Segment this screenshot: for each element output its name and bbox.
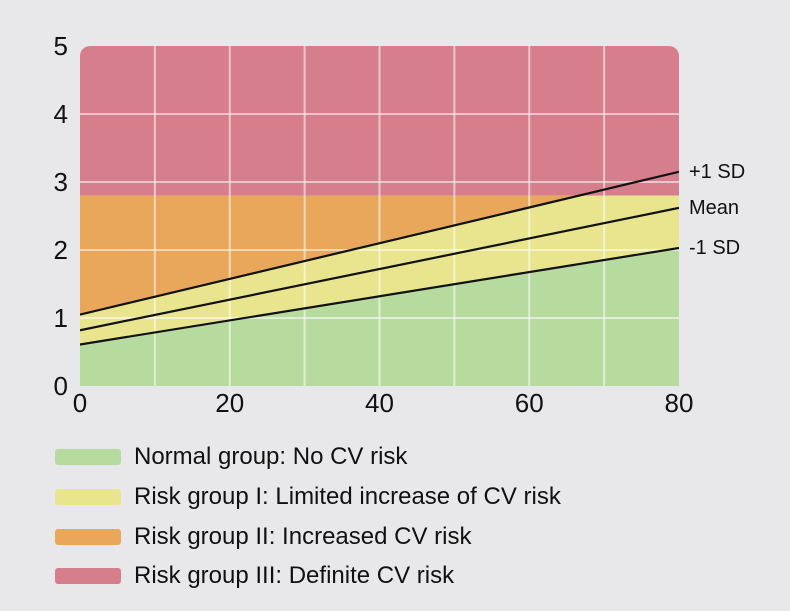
legend-label: Normal group: No CV risk xyxy=(134,443,408,470)
legend-swatch xyxy=(55,488,121,505)
y-tick-label: 4 xyxy=(53,99,68,129)
x-tick-label: 0 xyxy=(72,388,88,418)
legend-label: Risk group III: Definite CV risk xyxy=(134,562,455,590)
x-tick-label: 80 xyxy=(664,388,694,418)
legend-item: Risk group II: Increased CV risk xyxy=(55,517,471,557)
line-mean xyxy=(80,206,679,332)
y-tick-label: 1 xyxy=(53,303,68,333)
legend-label: Risk group II: Increased CV risk xyxy=(134,522,472,550)
y-tick-label: 3 xyxy=(53,167,68,197)
legend-item: Risk group III: Definite CV risk xyxy=(55,556,454,596)
legend-swatch xyxy=(55,568,121,585)
legend-label: Risk group I: Limited increase of CV ris… xyxy=(134,482,561,510)
legend-item: Risk group I: Limited increase of CV ris… xyxy=(55,477,561,517)
x-tick-label: 60 xyxy=(514,388,544,418)
y-tick-label: 0 xyxy=(53,371,68,401)
legend-swatch xyxy=(55,449,121,465)
line-label-plus-1-sd: +1 SD xyxy=(689,160,746,183)
x-tick-label: 40 xyxy=(365,388,394,418)
y-tick-label: 5 xyxy=(53,31,68,61)
legend-item: Normal group: No CV risk xyxy=(55,437,407,477)
legend-swatch xyxy=(55,528,121,545)
line-label-mean: Mean xyxy=(689,196,740,219)
x-tick-label: 20 xyxy=(215,388,245,418)
plot-area xyxy=(80,46,679,386)
y-tick-label: 2 xyxy=(53,235,68,265)
risk-zone-plot xyxy=(80,46,679,386)
line-plus-1-sd xyxy=(80,170,679,316)
line-minus-1-sd xyxy=(80,246,679,346)
line-label-minus-1-sd: -1 SD xyxy=(689,236,741,259)
